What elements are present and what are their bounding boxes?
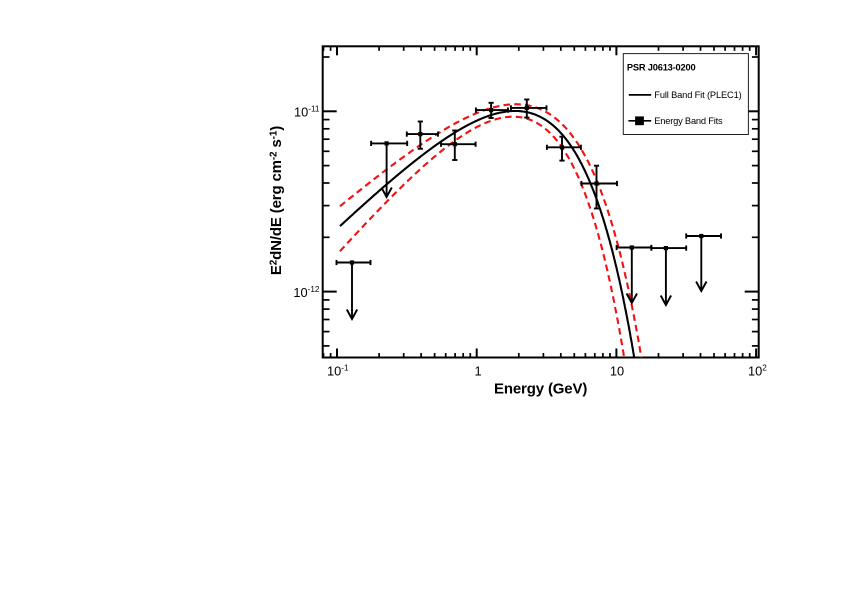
svg-text:10-12: 10-12 [293, 285, 320, 300]
svg-text:E2dN/dE (erg cm-2 s-1): E2dN/dE (erg cm-2 s-1) [268, 126, 285, 275]
svg-text:10: 10 [610, 364, 624, 379]
svg-text:Full Band Fit (PLEC1): Full Band Fit (PLEC1) [654, 90, 741, 100]
svg-text:1: 1 [474, 364, 481, 379]
svg-text:Energy Band Fits: Energy Band Fits [654, 116, 723, 126]
svg-text:PSR J0613-0200: PSR J0613-0200 [627, 63, 696, 73]
svg-text:10-11: 10-11 [294, 105, 320, 120]
svg-text:Energy (GeV): Energy (GeV) [494, 380, 587, 397]
